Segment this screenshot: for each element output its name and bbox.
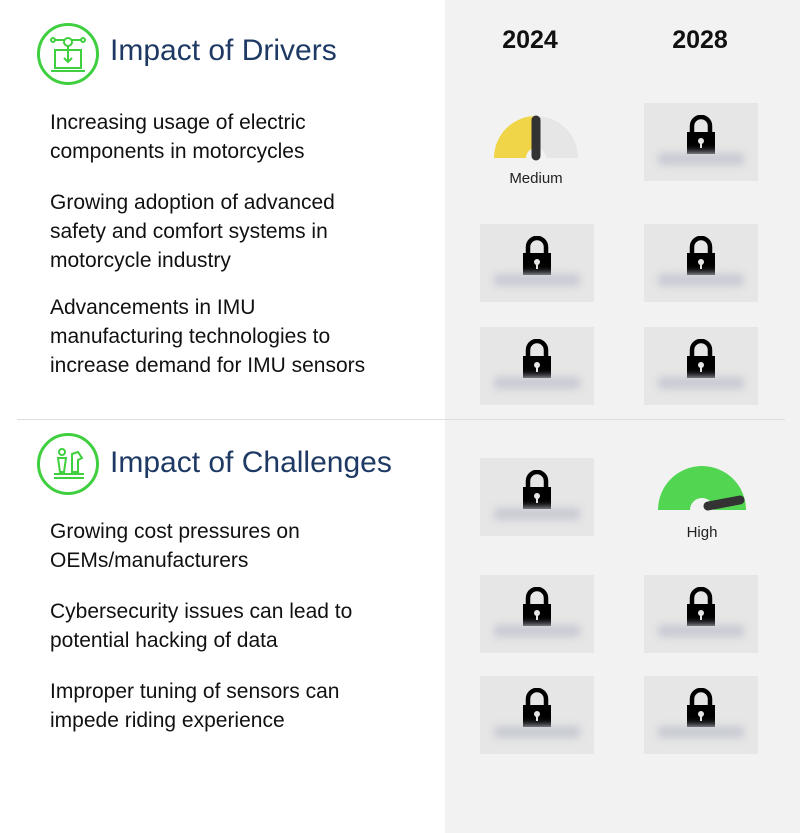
blurred-value <box>658 625 744 637</box>
circuit-laptop-icon <box>37 23 99 85</box>
locked-content[interactable] <box>644 103 758 181</box>
blurred-value <box>658 153 744 165</box>
challenges-title: Impact of Challenges <box>110 446 392 479</box>
locked-content[interactable] <box>644 327 758 405</box>
high-gauge: High <box>642 464 762 554</box>
blurred-value <box>494 625 580 637</box>
locked-content[interactable] <box>480 676 594 754</box>
locked-content[interactable] <box>480 575 594 653</box>
blurred-value <box>658 377 744 389</box>
locked-content[interactable] <box>644 676 758 754</box>
locked-content[interactable] <box>644 224 758 302</box>
year-2024-header: 2024 <box>502 26 558 54</box>
gauge-label: High <box>686 524 718 541</box>
driver-item: Growing adoption of advanced safety and … <box>50 191 335 272</box>
driver-item: Advancements in IMU manufacturing techno… <box>50 296 366 377</box>
blurred-value <box>494 726 580 738</box>
challenge-item: Improper tuning of sensors can impede ri… <box>50 680 340 732</box>
blurred-value <box>494 508 580 520</box>
blurred-value <box>658 274 744 286</box>
locked-content[interactable] <box>480 458 594 536</box>
section-divider <box>17 419 785 420</box>
gauge-label: Medium <box>509 170 563 187</box>
chess-pieces-icon <box>37 433 99 495</box>
blurred-value <box>494 274 580 286</box>
medium-gauge: Medium <box>476 110 596 200</box>
year-2028-header: 2028 <box>672 26 728 54</box>
blurred-value <box>658 726 744 738</box>
challenge-item: Cybersecurity issues can lead to potenti… <box>50 600 353 652</box>
blurred-value <box>494 377 580 389</box>
driver-item: Increasing usage of electric components … <box>50 111 306 163</box>
drivers-title: Impact of Drivers <box>110 34 337 67</box>
locked-content[interactable] <box>644 575 758 653</box>
locked-content[interactable] <box>480 224 594 302</box>
locked-content[interactable] <box>480 327 594 405</box>
challenge-item: Growing cost pressures on OEMs/manufactu… <box>50 520 300 572</box>
